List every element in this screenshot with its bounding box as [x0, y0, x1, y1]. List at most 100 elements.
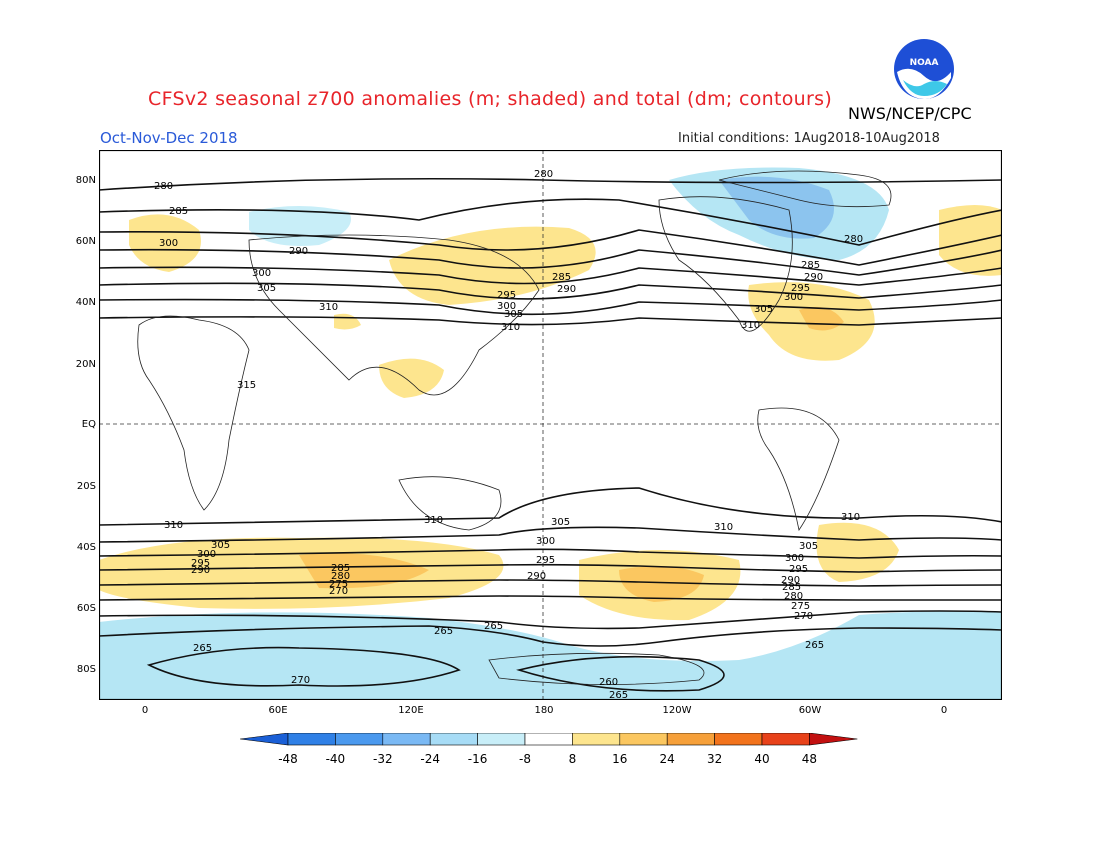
colorbar-label: 40: [754, 752, 770, 766]
contour-label: 290: [781, 575, 800, 586]
contour-label: 295: [536, 555, 555, 566]
contour-label: 260: [599, 677, 618, 688]
colorbar-label: -40: [325, 752, 346, 766]
contour-label: 275: [791, 601, 810, 612]
contour-label: 305: [504, 309, 523, 320]
colorbar-cell: [666, 733, 715, 746]
colorbar-label: -32: [372, 752, 393, 766]
contour-label: 310: [501, 322, 520, 333]
lon-label: 0: [940, 705, 948, 716]
lon-label: 60W: [798, 705, 822, 716]
lat-label: 40S: [76, 542, 96, 553]
contour-label: 305: [211, 540, 230, 551]
colorbar-cell: [429, 733, 478, 746]
contour-label: 265: [193, 643, 212, 654]
contour-label: 285: [331, 563, 350, 574]
contour-label: 280: [154, 181, 173, 192]
contour-label: 305: [257, 283, 276, 294]
contour-label: 270: [329, 586, 348, 597]
colorbar-label: 32: [706, 752, 723, 766]
colorbar-cell: [572, 733, 621, 746]
colorbar-label: 48: [801, 752, 818, 766]
contour-label: 285: [782, 582, 801, 593]
contour-label: 310: [714, 522, 733, 533]
colorbar-cell: [714, 733, 763, 746]
colorbar-cell: [761, 733, 810, 746]
colorbar-arrow-high: [809, 733, 858, 746]
colorbar-cell: [477, 733, 526, 746]
colorbar-cell: [619, 733, 668, 746]
contour-label: 310: [841, 512, 860, 523]
colorbar-label: 8: [568, 752, 577, 766]
anomaly-negative-south: [99, 611, 1002, 700]
colorbar-cell: [335, 733, 384, 746]
lat-label: 60N: [75, 236, 96, 247]
contour-label: 290: [804, 272, 823, 283]
lat-label: 20S: [76, 481, 96, 492]
contour-label: 295: [789, 564, 808, 575]
contour-label: 295: [791, 283, 810, 294]
contour-label: 305: [799, 541, 818, 552]
contour-label: 310: [319, 302, 338, 313]
contour-label: 300: [536, 536, 555, 547]
contour-label: 285: [169, 206, 188, 217]
contour-label: 300: [252, 268, 271, 279]
contour-label: 265: [609, 690, 628, 700]
colorbar-cell: [382, 733, 431, 746]
contour-label: 280: [784, 591, 803, 602]
season-label: Oct-Nov-Dec 2018: [100, 129, 238, 147]
contour-label: 295: [497, 290, 516, 301]
colorbar-label: -48: [278, 752, 298, 766]
contour-label: 300: [785, 553, 804, 564]
lat-label: EQ: [81, 419, 96, 430]
colorbar-label: 16: [612, 752, 628, 766]
lat-label: 80S: [76, 664, 96, 675]
contour-label: 300: [159, 238, 178, 249]
contour-label: 265: [434, 626, 453, 637]
contour-label: 305: [551, 517, 570, 528]
map-title: CFSv2 seasonal z700 anomalies (m; shaded…: [148, 88, 833, 110]
colorbar-label: -16: [467, 752, 488, 766]
contour-label: 310: [741, 320, 760, 331]
colorbar-label: -24: [420, 752, 440, 766]
contour-label: 265: [805, 640, 824, 651]
lon-label: 120W: [662, 705, 692, 716]
contour-label: 265: [484, 621, 503, 632]
contour-label: 275: [329, 579, 348, 590]
contour-label: 290: [289, 246, 308, 257]
contour-label: 280: [331, 571, 350, 582]
agency-label: NWS/NCEP/CPC: [848, 104, 972, 123]
colorbar: [240, 733, 858, 746]
svg-text:NOAA: NOAA: [910, 58, 939, 68]
lat-label: 40N: [75, 297, 96, 308]
contour-label: 285: [552, 272, 571, 283]
contour-label: 270: [794, 611, 813, 622]
contour-label: 285: [801, 260, 820, 271]
colorbar-label: -8: [519, 752, 531, 766]
colorbar-label: 24: [659, 752, 675, 766]
colorbar-arrow-low: [240, 733, 289, 746]
lon-label: 180: [534, 705, 554, 716]
contour-label: 300: [784, 292, 803, 303]
lat-label: 80N: [75, 175, 96, 186]
noaa-logo: NOAA: [894, 39, 954, 100]
contour-label: 300: [497, 301, 516, 312]
lat-label: 20N: [75, 359, 96, 370]
colorbar-cell: [287, 733, 336, 746]
contour-label: 280: [534, 169, 553, 180]
initial-conditions-label: Initial conditions: 1Aug2018-10Aug2018: [678, 131, 940, 146]
lat-label: 60S: [76, 603, 96, 614]
colorbar-cell: [524, 733, 573, 746]
contour-label: 270: [291, 675, 310, 686]
lon-label: 0: [141, 705, 149, 716]
lon-label: 60E: [268, 705, 288, 716]
contour-label: 310: [424, 515, 443, 526]
contour-label: 305: [754, 304, 773, 315]
contour-label: 295: [191, 558, 210, 569]
contour-label: 310: [164, 520, 183, 531]
anomaly-map: 280 280 285 300 290 300 305 310 315 295 …: [99, 150, 1002, 700]
contour-label: 280: [844, 234, 863, 245]
contour-label: 315: [237, 380, 256, 391]
lon-label: 120E: [398, 705, 424, 716]
contour-label: 300: [197, 549, 216, 560]
